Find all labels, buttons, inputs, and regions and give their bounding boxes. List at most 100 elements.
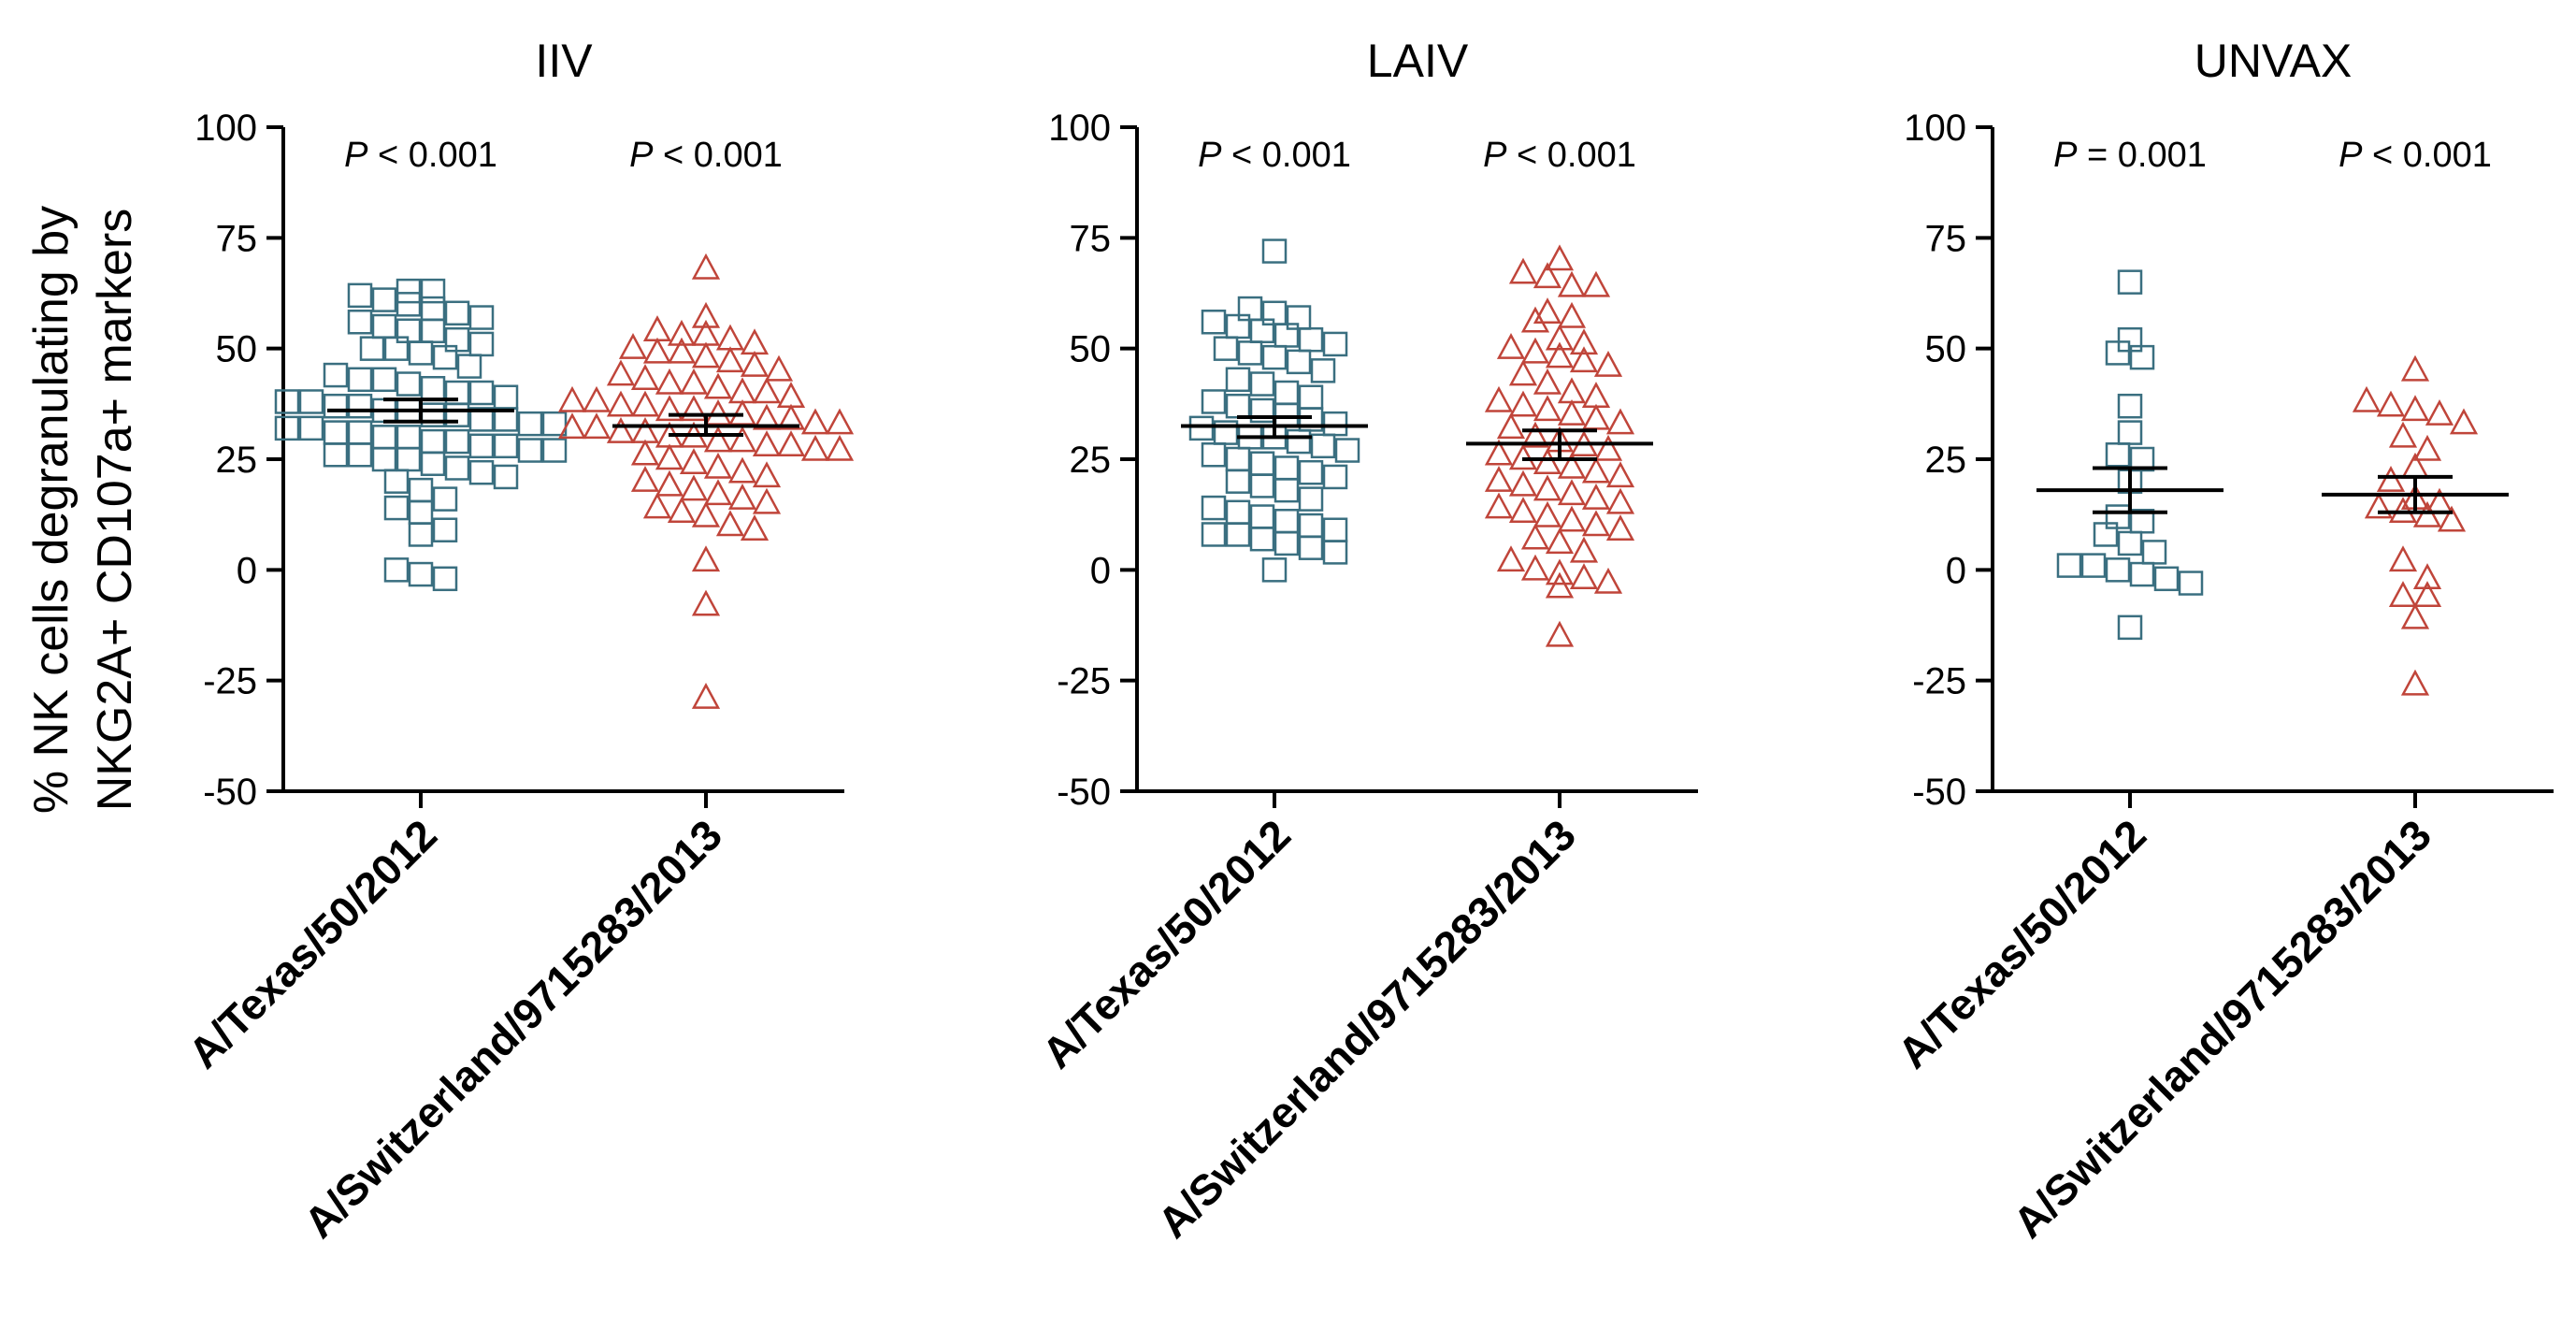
p-value-label: P < 0.001 [1198,136,1351,175]
y-tick-label: 75 [1070,218,1112,259]
data-point-square [432,344,458,370]
data-point-triangle [1557,505,1587,532]
data-point-square [1213,336,1239,361]
data-point-square [1310,358,1336,383]
data-point-square [456,354,482,379]
p-value-label: P = 0.001 [2053,136,2207,175]
data-point-triangle [557,412,587,440]
data-point-square [396,292,422,317]
data-point-triangle [2400,354,2430,382]
data-point-triangle [655,395,684,422]
data-point-triangle [727,426,757,453]
data-point-triangle [582,385,612,412]
data-point-square [420,278,446,304]
data-point-triangle [1557,301,1587,328]
data-point-square [347,310,373,335]
data-point-triangle [606,359,636,386]
data-point-square [1274,509,1300,534]
y-tick-label: 100 [1048,108,1111,149]
data-point-triangle [825,434,855,461]
data-point-triangle [1496,333,1526,359]
panel-unvax: UNVAX -50 -25 0 25 50 75 100 A/Texas/50/2012 P = … [1888,35,2554,1247]
data-point-triangle [776,430,806,457]
data-point-square [1225,522,1251,547]
data-point-triangle [642,337,672,364]
data-point-square [1274,402,1300,427]
data-point-triangle [1545,527,1575,555]
data-point-triangle [679,395,709,422]
data-point-square [517,411,543,437]
data-point-square [1249,504,1275,529]
data-point-square [1188,415,1215,441]
data-point-square [1322,517,1348,542]
y-tick-label: 75 [1925,218,1967,259]
data-point-triangle [703,372,733,399]
data-point-square [408,340,434,366]
data-point-triangle [740,350,770,377]
data-point-square [2105,442,2131,468]
data-point-square [1274,530,1300,556]
data-point-triangle [1581,382,1611,408]
data-point-triangle [1557,270,1587,297]
data-point-triangle [642,315,672,341]
data-point-square [396,446,422,472]
data-point-triangle [1520,523,1550,550]
data-point-triangle [1508,257,1538,284]
data-point-triangle [630,390,660,417]
data-point-square [1201,495,1227,521]
data-point-square [347,367,373,393]
data-point-square [444,402,470,427]
panel-iiv: IIV -50 -25 0 25 50 75 100 A/Texas/50/2012 P < 0.… [179,35,855,1247]
data-point-square [468,331,495,357]
data-point-square [420,376,446,401]
panel-title: LAIV [1367,35,1469,87]
data-point-triangle [1545,341,1575,368]
data-point-triangle [727,456,757,484]
data-point-triangle [727,377,757,404]
data-point-triangle [630,439,660,466]
y-tick-label: 50 [1925,329,1967,370]
data-point-triangle [1605,408,1635,435]
data-point-square [347,393,373,419]
data-point-triangle [703,452,733,479]
data-point-triangle [691,301,721,328]
data-point-triangle [1557,399,1587,426]
data-point-square [420,318,446,343]
data-point-square [274,415,300,441]
data-point-square [517,438,543,463]
data-point-triangle [2388,581,2418,607]
data-point-triangle [1533,297,1562,325]
data-point-triangle [752,487,782,514]
data-point-triangle [1545,244,1575,271]
data-point-square [408,561,434,587]
y-tick-label: 50 [1070,329,1112,370]
data-point-triangle [2388,421,2418,448]
data-point-square [1274,477,1300,503]
y-tick-label: 75 [216,218,258,259]
data-point-square [468,433,495,459]
data-point-triangle [1569,346,1599,373]
p-value-label: P < 0.001 [2339,136,2492,175]
data-point-square [408,522,434,547]
data-point-square [541,438,568,463]
data-point-square [468,305,495,330]
data-point-triangle [1484,466,1514,492]
data-point-triangle [1508,469,1538,497]
data-point-triangle [1520,306,1550,333]
data-point-triangle [1593,350,1623,377]
data-point-triangle [1545,558,1575,585]
data-point-triangle [1605,461,1635,488]
data-point-triangle [1557,377,1587,404]
data-point-triangle [825,408,855,435]
data-point-square [383,557,410,583]
data-point-triangle [2449,408,2479,435]
data-point-triangle [679,448,709,474]
data-point-square [1274,455,1300,481]
data-point-square [2117,269,2143,295]
data-point-triangle [1533,448,1562,474]
data-point-triangle [1496,545,1526,572]
data-point-square [1201,522,1227,547]
data-point-triangle [1581,403,1611,430]
y-tick-label: -25 [203,661,257,702]
